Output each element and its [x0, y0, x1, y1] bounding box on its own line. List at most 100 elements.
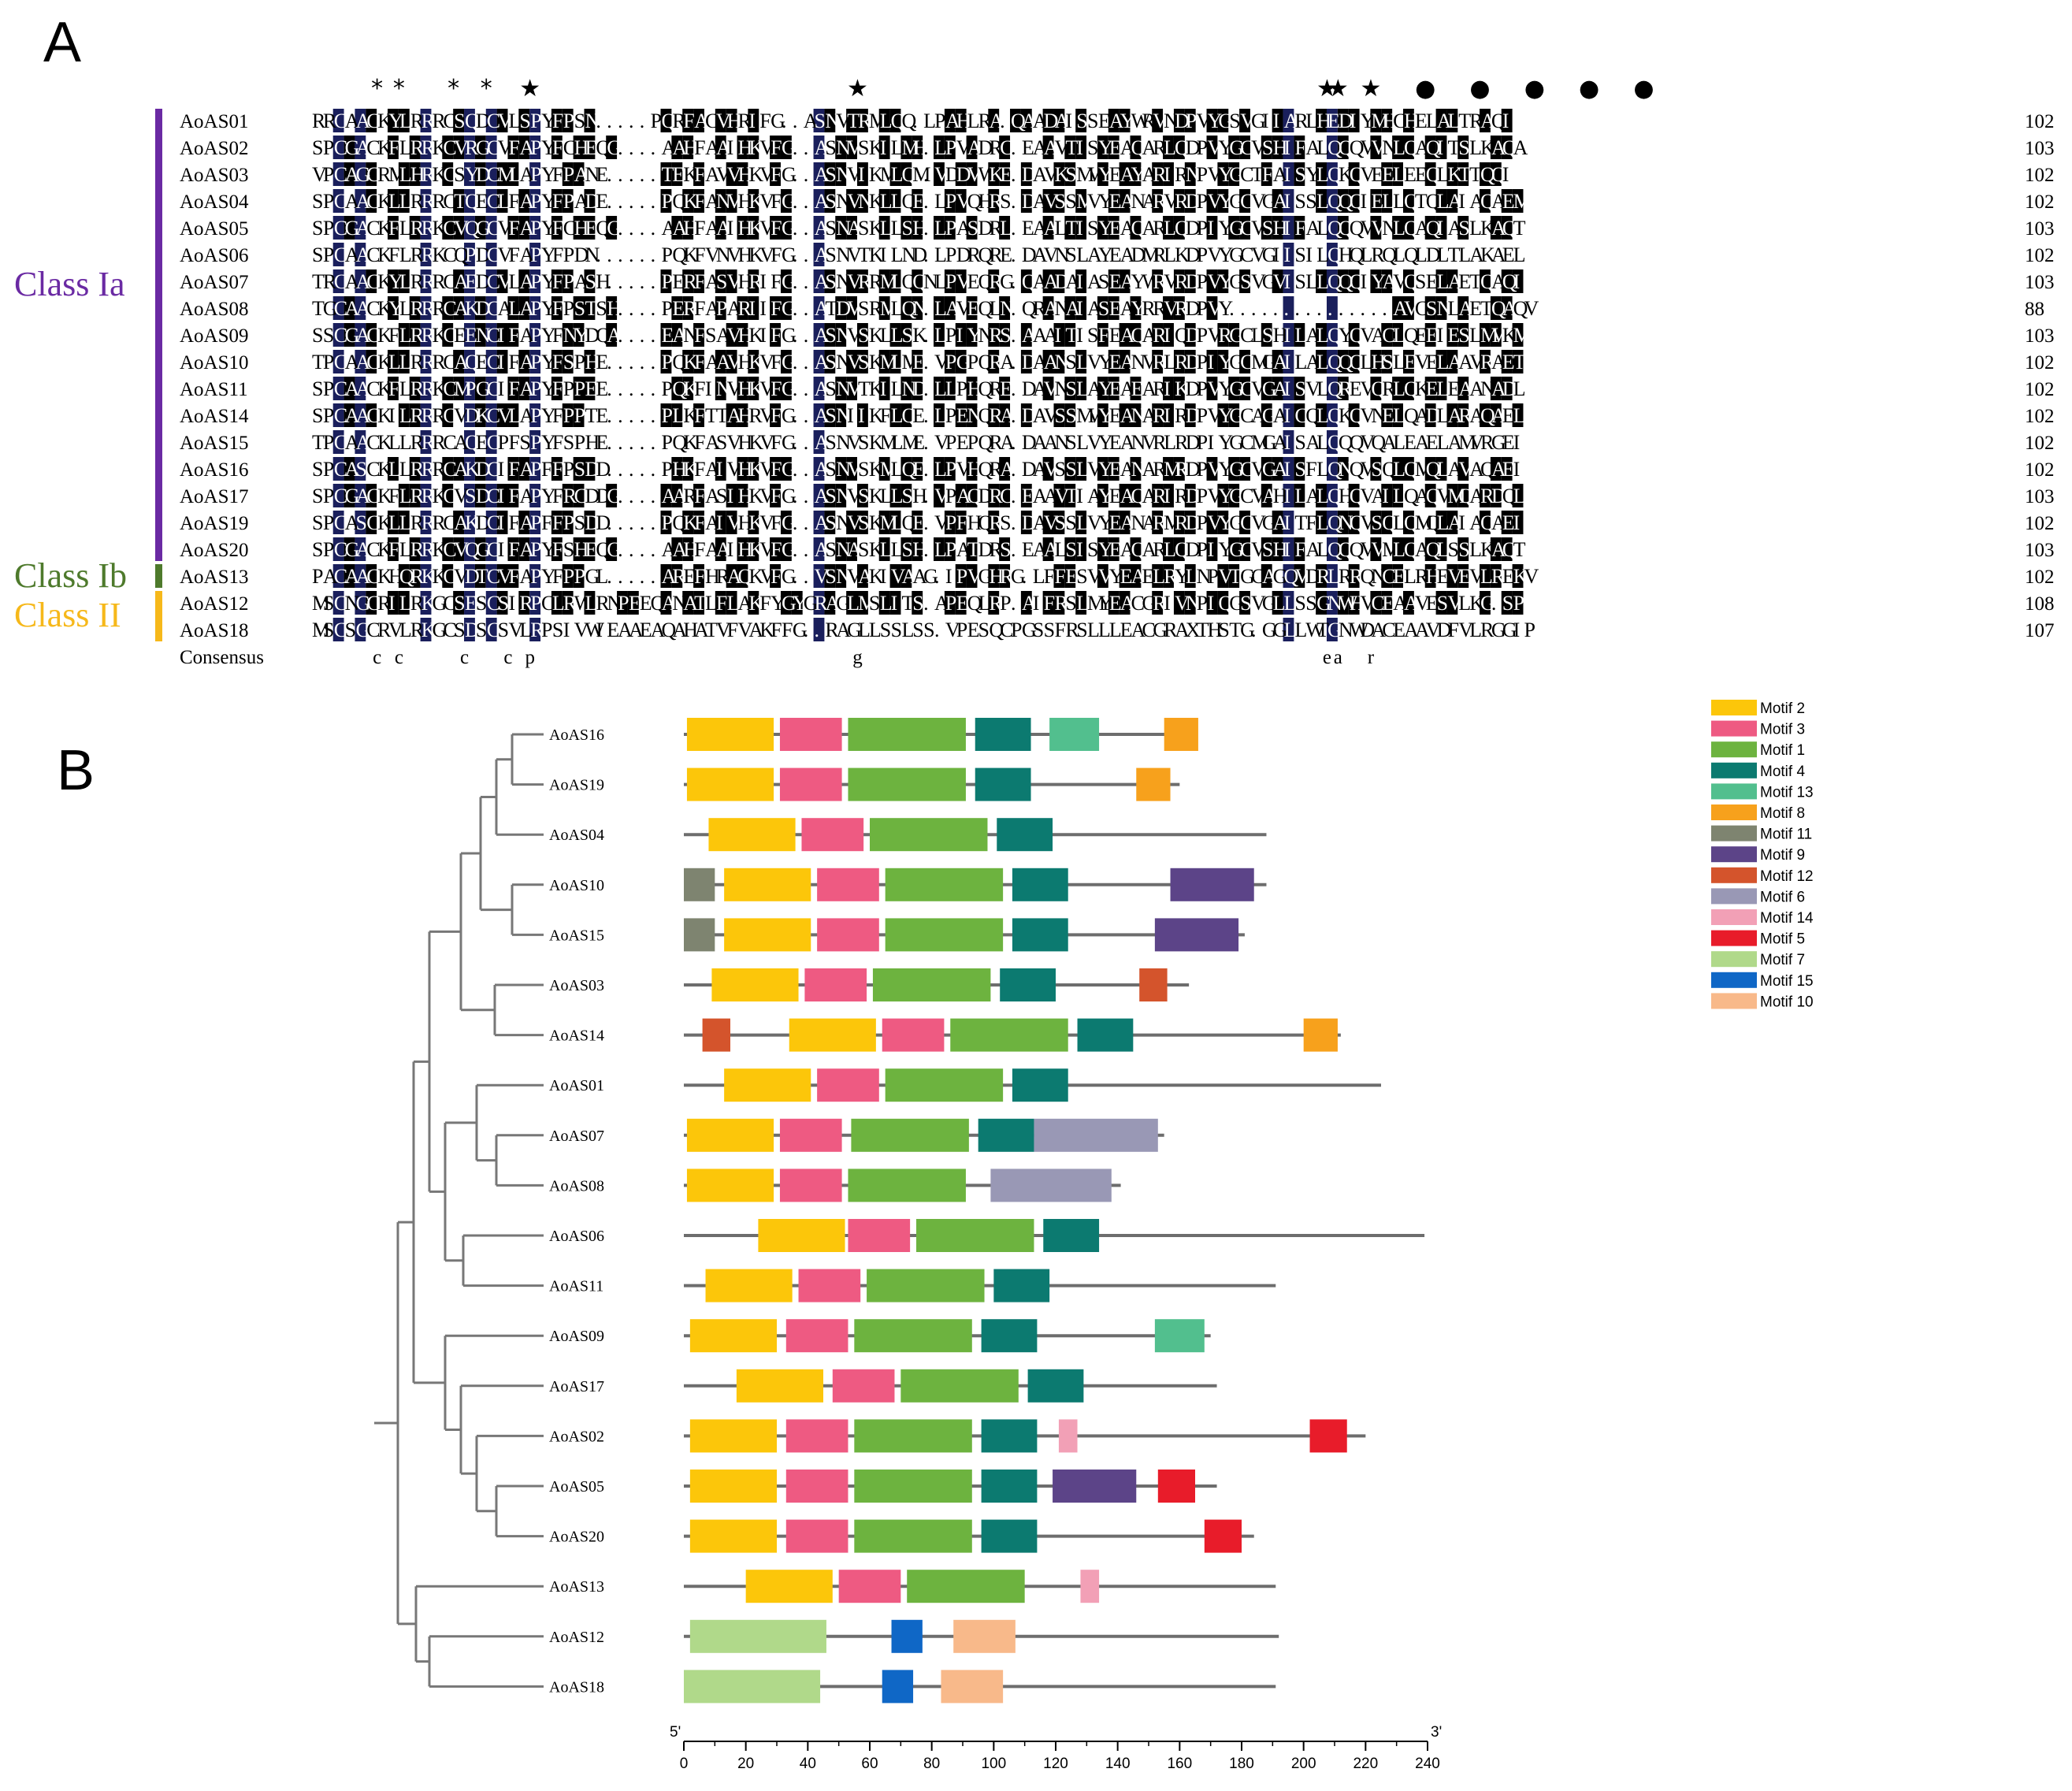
residue: .: [607, 270, 612, 293]
residue: N: [825, 110, 840, 132]
residue: M: [388, 163, 407, 186]
residue: C: [487, 136, 500, 159]
residue: I: [891, 592, 898, 615]
residue: P: [530, 431, 541, 454]
residue: R: [465, 136, 479, 159]
residue: S: [563, 431, 574, 454]
sequence-name: AoAS07: [180, 272, 249, 293]
shade-cell: [944, 136, 956, 159]
residue: C: [487, 163, 500, 186]
residue: I: [1437, 136, 1444, 159]
residue: L: [508, 110, 521, 132]
residue: I: [498, 458, 505, 481]
residue: P: [956, 377, 967, 400]
residue: Y: [541, 136, 556, 159]
residue: F: [508, 511, 519, 534]
residue: D: [1186, 136, 1201, 159]
shade-cell: [966, 136, 978, 159]
residue: E: [1109, 136, 1122, 159]
shade-cell: [1075, 109, 1087, 132]
residue: V: [1524, 565, 1539, 588]
residue: F: [508, 377, 519, 400]
residue: F: [552, 270, 563, 293]
residue: L: [1447, 110, 1460, 132]
residue: S: [454, 110, 465, 132]
residue: S: [1098, 270, 1109, 293]
residue: .: [923, 243, 929, 266]
residue: S: [355, 458, 366, 481]
residue: V: [1361, 136, 1376, 159]
shade-cell: [485, 109, 497, 132]
motif-box: [785, 1319, 848, 1353]
residue: F: [508, 243, 519, 266]
residue: .: [640, 404, 645, 427]
residue: E: [1415, 110, 1428, 132]
residue: S: [705, 324, 716, 347]
residue: A: [519, 163, 534, 186]
residue: .: [651, 190, 656, 213]
shade-cell: [343, 136, 355, 159]
phylogenetic-tree: [374, 733, 544, 1688]
residue: F: [552, 431, 563, 454]
sequence-name: AoAS15: [180, 433, 249, 454]
residue: P: [563, 565, 574, 588]
residue: F: [759, 592, 771, 615]
residue: S: [858, 351, 869, 373]
residue: .: [640, 431, 645, 454]
residue: V: [716, 163, 731, 186]
residue: P: [662, 431, 673, 454]
residue: .: [607, 565, 612, 588]
shade-cell: [835, 162, 847, 186]
sequence-name: AoAS20: [180, 540, 249, 561]
alignment-row: TGCAACKYLRRRCAKDCALAPYFPSTSH.... PERFAPAR…: [312, 296, 1539, 320]
shade-cell: [846, 136, 857, 159]
sequence-length: 103: [2025, 540, 2055, 561]
member-label: AoAS13: [549, 1578, 604, 1596]
member-label: AoAS11: [549, 1278, 603, 1295]
residue: P: [945, 431, 956, 454]
shade-cell: [1108, 109, 1120, 132]
sequence-text: SPCAACKI LRRRCVDKCVLAPYFPPTE..... PLKFTTAH…: [312, 404, 1525, 427]
motif-box: [1012, 1068, 1068, 1102]
shade-cell: [1020, 162, 1032, 186]
shade-cell: [1097, 136, 1108, 159]
residue: .: [1371, 297, 1376, 320]
legend-label: Motif 15: [1760, 973, 1814, 990]
shade-cell: [485, 162, 497, 186]
residue: .: [640, 485, 645, 507]
residue: I: [1164, 592, 1171, 615]
motif-box: [785, 1470, 848, 1503]
alignment-row: TPCAACKLLRRRCAQECI FAPYFSPHE..... PQKFAAVH…: [312, 350, 1526, 373]
residue: Q: [1404, 136, 1419, 159]
residue: .: [618, 110, 623, 132]
member-label: AoAS09: [549, 1328, 604, 1345]
residue: S: [585, 270, 596, 293]
residue: C: [366, 163, 380, 186]
axis-tick-label: 220: [1353, 1756, 1378, 1772]
legend-label: Motif 1: [1760, 742, 1805, 759]
residue: .: [629, 190, 634, 213]
shade-cell: [529, 109, 541, 132]
residue: .: [793, 377, 798, 400]
sequence-text: SSCGACKFLRRKCEENCI FAPYFNYDQA.... EANFSAVH…: [312, 324, 1532, 347]
residue: P: [1197, 136, 1208, 159]
residue: P: [1197, 377, 1208, 400]
sequence-length: 103: [2025, 486, 2055, 507]
sequence-text: SPCAACKLLRRRCTQECLFAPYFPADE..... PQKFANVH…: [312, 190, 1532, 213]
residue: C: [1240, 136, 1253, 159]
residue: F: [1054, 565, 1065, 588]
legend-label: Motif 11: [1760, 827, 1812, 843]
motif-box: [817, 868, 879, 901]
residue: .: [651, 136, 656, 159]
residue: .: [629, 297, 634, 320]
legend-swatch: [1711, 825, 1757, 842]
residue: P: [1197, 485, 1208, 507]
residue: K: [432, 163, 447, 186]
residue: I: [498, 538, 505, 561]
shade-cell: [1480, 162, 1491, 186]
shade-cell: [1435, 136, 1447, 159]
motif-box: [975, 767, 1031, 801]
residue: S: [825, 511, 836, 534]
residue: .: [618, 163, 623, 186]
motif-box: [854, 1319, 972, 1353]
